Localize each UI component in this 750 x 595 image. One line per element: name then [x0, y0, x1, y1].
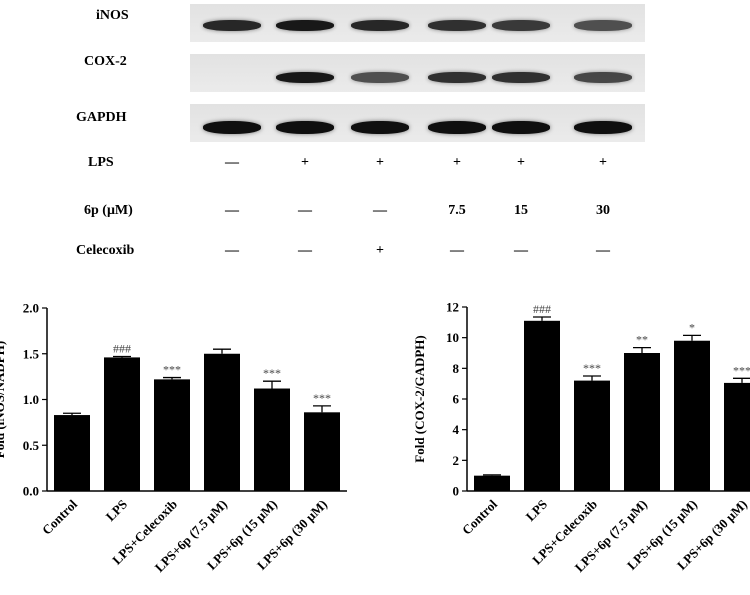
- y-tick-label: 12: [446, 300, 459, 315]
- condition-value: —: [596, 243, 610, 258]
- y-tick-label: 2.0: [23, 301, 39, 316]
- x-tick-label: Control: [459, 496, 500, 537]
- blot-band: [492, 121, 550, 134]
- bar: [204, 353, 240, 491]
- blot-label-inos: iNOS: [96, 8, 129, 23]
- bar: [624, 353, 660, 491]
- blot-band: [428, 20, 486, 31]
- significance-label: ***: [163, 363, 181, 377]
- blot-band: [574, 121, 632, 134]
- y-tick-label: 0.0: [23, 484, 39, 499]
- bar: [574, 380, 610, 491]
- y-tick-label: 0.5: [23, 438, 40, 453]
- blot-band: [276, 20, 334, 31]
- blot-band: [203, 20, 261, 31]
- bar: [254, 388, 290, 491]
- x-tick-label: Control: [39, 496, 80, 537]
- condition-value: +: [376, 243, 384, 258]
- bar: [524, 320, 560, 491]
- y-tick-label: 1.0: [23, 392, 39, 407]
- y-axis-label: Fold (iNOS/NADPH): [0, 341, 7, 458]
- y-tick-label: 6: [453, 392, 460, 407]
- bar: [674, 340, 710, 491]
- blot-band: [351, 121, 409, 134]
- condition-value: —: [514, 243, 528, 258]
- bar: [724, 382, 750, 491]
- condition-value: 15: [514, 203, 528, 218]
- significance-label: ***: [733, 363, 750, 377]
- significance-label: *: [689, 320, 695, 334]
- condition-value: —: [225, 243, 239, 258]
- x-tick-label: LPS: [103, 497, 130, 524]
- significance-label: **: [636, 333, 648, 347]
- inos-bar-chart: 0.0 0.5 1.0 1.5 2.0 Fold (iNOS/NADPH) Control #…: [0, 301, 347, 575]
- condition-value: +: [453, 155, 461, 170]
- blot-strip: [190, 4, 645, 42]
- condition-value: —: [298, 203, 312, 218]
- condition-label: LPS: [88, 155, 114, 170]
- x-tick-label: LPS: [523, 497, 550, 524]
- blot-band: [276, 72, 334, 83]
- condition-value: 7.5: [448, 203, 466, 218]
- bar: [474, 475, 510, 491]
- significance-label: ###: [533, 302, 551, 316]
- condition-value: +: [376, 155, 384, 170]
- significance-label: ***: [313, 391, 331, 405]
- significance-label: ***: [583, 361, 601, 375]
- blot-band: [574, 72, 632, 83]
- blot-band: [351, 72, 409, 83]
- condition-value: 30: [596, 203, 610, 218]
- condition-value: —: [225, 203, 239, 218]
- condition-value: —: [450, 243, 464, 258]
- blot-band: [351, 20, 409, 31]
- blot-band: [203, 121, 261, 134]
- blot-band: [428, 121, 486, 134]
- condition-label: Celecoxib: [76, 243, 135, 258]
- y-tick-label: 10: [446, 330, 459, 345]
- significance-label: ###: [113, 341, 131, 355]
- y-tick-label: 1.5: [23, 346, 40, 361]
- blot-label-gapdh: GAPDH: [76, 110, 127, 125]
- y-tick-label: 2: [453, 453, 460, 468]
- condition-value: —: [298, 243, 312, 258]
- bar: [304, 412, 340, 491]
- bar: [104, 357, 140, 491]
- western-blot-panel: iNOS COX-2 GAPDH LPS — + + + + +6p (μM) — — — 7.5 15 30…: [0, 0, 750, 270]
- blot-band: [428, 72, 486, 83]
- significance-label: ***: [263, 366, 281, 380]
- blot-band: [492, 72, 550, 83]
- condition-value: —: [373, 203, 387, 218]
- bar: [54, 415, 90, 491]
- blot-band: [492, 20, 550, 31]
- y-tick-label: 0: [453, 484, 460, 499]
- condition-value: +: [599, 155, 607, 170]
- bar: [154, 379, 190, 491]
- blot-label-cox-2: COX-2: [84, 54, 127, 69]
- blot-strip: [190, 104, 645, 142]
- blot-band: [574, 20, 632, 31]
- y-tick-label: 4: [453, 422, 460, 437]
- cox2-bar-chart: 0 2 4 6 8 10 12 Fold (COX-2/GADPH) Control ### LPS…: [412, 300, 750, 575]
- condition-value: +: [301, 155, 309, 170]
- condition-value: —: [225, 155, 239, 170]
- blot-band: [276, 121, 334, 134]
- condition-value: +: [517, 155, 525, 170]
- y-axis-label: Fold (COX-2/GADPH): [412, 335, 427, 462]
- condition-label: 6p (μM): [84, 203, 133, 218]
- y-tick-label: 8: [453, 361, 460, 376]
- blot-strip: [190, 54, 645, 92]
